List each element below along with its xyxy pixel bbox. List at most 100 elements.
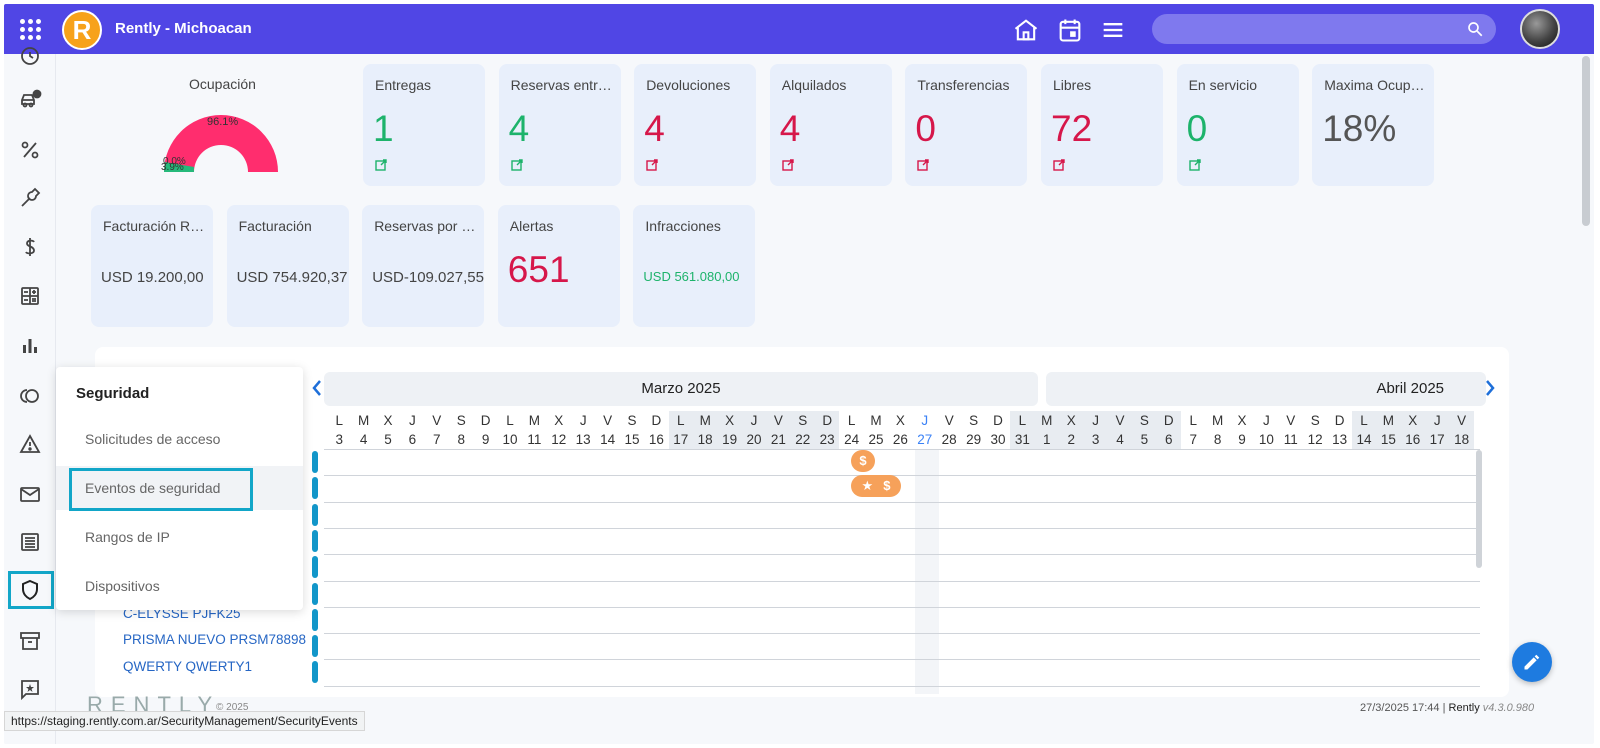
edit-fab-button[interactable] [1512,642,1552,682]
day-letter: M [1382,413,1394,428]
app-title: Rently - Michoacan [115,20,252,37]
mail-icon[interactable] [18,482,42,506]
user-avatar[interactable] [1520,9,1560,49]
day-number: 13 [575,432,591,447]
vehicle-link-qwerty[interactable]: QWERTY QWERTY1 [123,659,253,674]
day-number: 27 [917,432,933,447]
kpi-card[interactable]: Reservas entr… 4 [498,64,621,186]
search-input[interactable] [1152,14,1496,44]
apps-grid-icon[interactable] [16,15,44,43]
kpi-card[interactable]: Entregas 1 [363,64,485,186]
external-link-icon[interactable] [1053,158,1065,171]
day-letter: L [1018,413,1027,428]
kpi-card[interactable]: Facturación USD 754.920,37 [226,205,349,327]
kpi-card[interactable]: En servicio 0 [1176,64,1299,186]
wrench-icon[interactable] [18,186,42,210]
kpi-card[interactable]: Reservas por … USD-109.027,55 [362,205,485,327]
kpi-card[interactable]: Alquilados 4 [769,64,892,186]
external-link-icon[interactable] [782,158,794,171]
kpi-card-label: Infracciones [645,218,721,234]
calendar-day-header: J 20 [741,411,767,449]
kpi-card[interactable]: Libres 72 [1041,64,1163,186]
external-link-icon[interactable] [646,158,658,171]
vehicle-link-prisma[interactable]: PRISMA NUEVO PRSM78898 [123,632,307,647]
reservation-pill[interactable]: ★ $ [851,475,901,497]
bar-chart-icon[interactable] [18,334,42,358]
loop-icon[interactable] [18,384,42,408]
calculator-icon[interactable] [18,284,42,308]
menu-icon[interactable] [1099,16,1127,44]
kpi-card[interactable]: Infracciones USD 561.080,00 [633,205,756,327]
clock-icon[interactable] [18,44,42,68]
footer-separator: | [1442,702,1446,714]
kpi-card-value: 4 [779,108,801,149]
day-letter: L [506,413,514,428]
external-link-icon[interactable] [375,158,387,171]
day-letter: M [699,413,711,428]
day-number: 29 [966,432,982,447]
occupancy-title: Ocupación [189,76,256,92]
month-march: Marzo 2025 [324,372,1038,406]
external-link-icon[interactable] [510,158,523,171]
kpi-card-value: USD 19.200,00 [101,269,204,286]
occupancy-low-label: 0.0% [163,156,186,167]
menu-item-dispositivos[interactable]: Dispositivos [85,578,160,594]
kpi-card-label: Facturación R… [103,218,205,234]
day-letter: J [579,413,587,428]
footer-datetime: 27/3/2025 17:44 [1360,702,1440,714]
day-letter: M [528,413,540,428]
calendar-day-header: S 15 [620,411,644,449]
chevron-right-icon[interactable] [1483,378,1497,398]
kpi-card-value: 72 [1051,108,1093,149]
shield-icon[interactable] [18,578,42,602]
menu-item-eventos-de-seguridad[interactable]: Eventos de seguridad [56,466,303,510]
calendar-day-header: S 12 [1303,411,1327,449]
page-scrollbar[interactable] [1582,56,1590,226]
kpi-card[interactable]: Devoluciones 4 [634,64,757,186]
day-letter: X [383,413,393,428]
calendar-day-header: D 23 [815,411,840,449]
pencil-icon [1524,654,1540,670]
warning-icon[interactable] [18,432,42,456]
list-icon[interactable] [18,530,42,554]
dollar-icon[interactable] [18,235,42,259]
day-number: 13 [1332,432,1348,447]
day-letter: D [651,413,662,428]
day-number: 14 [600,432,616,447]
day-number: 7 [1189,432,1197,447]
day-letter: S [969,413,979,428]
menu-item-rangos-de-ip[interactable]: Rangos de IP [85,529,170,545]
chevron-left-icon[interactable] [310,378,324,398]
kpi-card-label: Alertas [509,218,554,234]
day-number: 28 [941,432,957,447]
day-number: 23 [819,432,835,447]
row-status-marker [312,608,318,631]
day-letter: D [993,413,1003,428]
percent-icon[interactable] [18,138,42,162]
car-alert-icon[interactable] [18,88,42,112]
feedback-star-icon[interactable] [18,677,42,701]
kpi-card[interactable]: Alertas 651 [497,205,620,327]
kpi-card[interactable]: Maxima Ocup… 18% [1312,64,1435,186]
footer-copyright: © 2025 [216,702,249,713]
reservation-pill[interactable]: $ [851,450,875,472]
search-icon[interactable] [1466,20,1484,38]
archive-icon[interactable] [18,629,42,653]
kpi-card-label: Reservas entr… [510,77,612,93]
calendar-scrollbar[interactable] [1476,450,1482,568]
day-letter: L [677,413,685,428]
kpi-card[interactable]: Transferencias 0 [905,64,1028,186]
home-icon[interactable] [1012,16,1040,44]
external-link-icon[interactable] [1188,158,1201,171]
kpi-card[interactable]: Facturación R… USD 19.200,00 [91,205,213,327]
calendar-day-header: V 28 [937,411,961,449]
day-number: 12 [551,432,567,447]
calendar-icon[interactable] [1056,16,1084,44]
kpi-card-value: 4 [508,108,530,149]
status-url-bar: https://staging.rently.com.ar/SecurityMa… [4,711,365,731]
footer-app-name: Rently [1448,702,1480,714]
external-link-icon[interactable] [917,158,930,171]
menu-item-solicitudes-de-acceso[interactable]: Solicitudes de acceso [85,431,221,447]
